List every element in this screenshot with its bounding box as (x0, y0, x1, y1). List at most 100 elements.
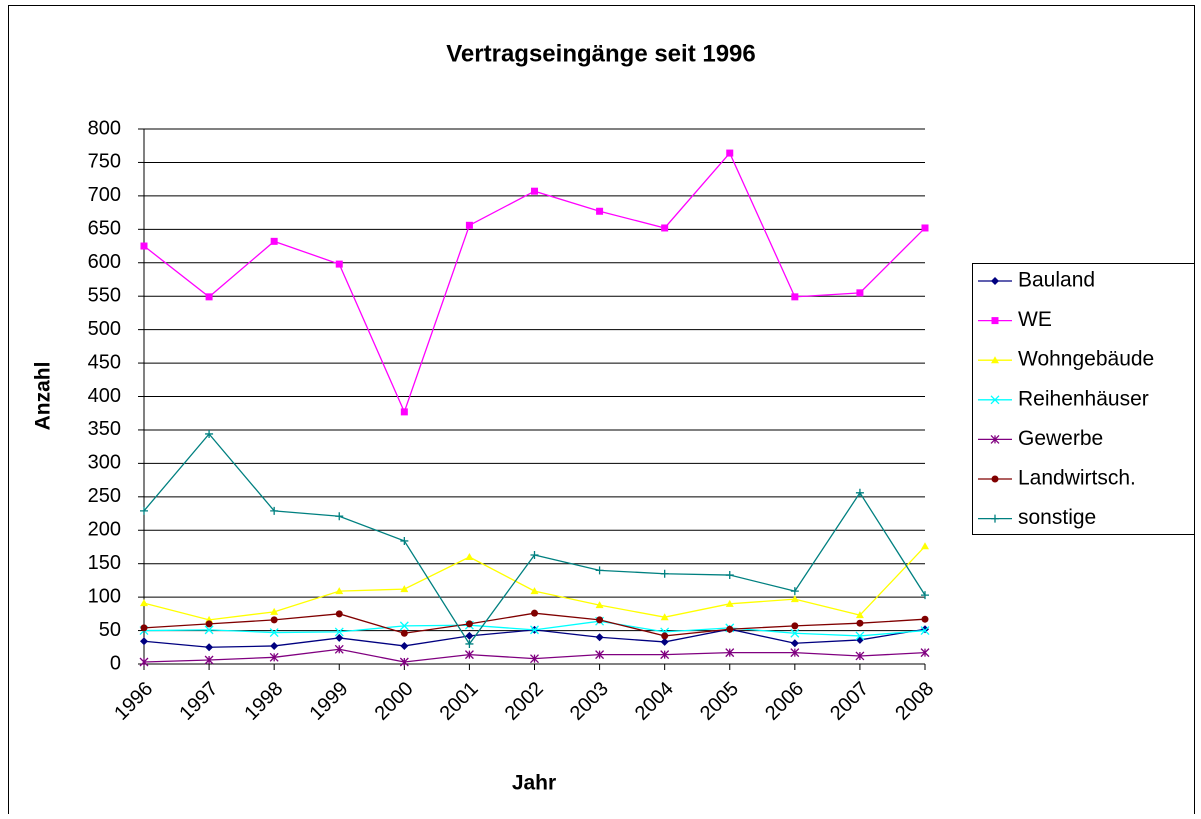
data-point (465, 631, 474, 640)
y-tick-label: 50 (99, 619, 121, 641)
data-point (856, 289, 864, 297)
data-point (921, 591, 929, 600)
legend-label: Wohngebäude (1018, 348, 1154, 371)
data-point (726, 149, 734, 157)
data-point (205, 643, 214, 652)
y-tick-label: 250 (88, 485, 121, 507)
legend-label: WE (1018, 308, 1052, 331)
data-point (140, 637, 148, 646)
data-point (790, 639, 799, 648)
legend-marker (990, 434, 1000, 444)
data-point (921, 615, 929, 623)
data-point (660, 569, 669, 578)
y-tick-label: 0 (110, 652, 121, 674)
data-point (790, 648, 800, 658)
data-point (856, 619, 864, 627)
data-point (334, 627, 344, 637)
data-point (140, 624, 148, 632)
data-point (530, 550, 539, 559)
legend-label: Gewerbe (1018, 427, 1103, 450)
data-point (530, 587, 539, 595)
data-point (465, 620, 473, 628)
legend-label: sonstige (1018, 506, 1096, 529)
data-point (790, 628, 800, 638)
legend-marker (991, 317, 999, 325)
data-point (465, 639, 474, 648)
y-tick-label: 100 (88, 585, 121, 607)
data-point (465, 553, 474, 560)
data-point (269, 628, 279, 638)
data-point (269, 652, 279, 662)
data-point (725, 599, 734, 607)
y-tick-label: 200 (88, 519, 121, 541)
data-point (205, 429, 214, 438)
data-point (660, 650, 670, 660)
legend-box (972, 263, 1195, 535)
y-tick-label: 150 (88, 552, 121, 574)
data-point (464, 650, 474, 660)
data-point (595, 633, 604, 642)
y-tick-label: 800 (88, 117, 121, 139)
data-point (661, 632, 669, 640)
data-point (335, 633, 344, 642)
data-point (530, 654, 539, 664)
data-point (531, 187, 538, 195)
legend-marker (991, 277, 999, 285)
data-point (595, 566, 604, 575)
data-point (790, 587, 799, 596)
y-tick-label: 500 (88, 318, 121, 340)
data-point (270, 641, 279, 650)
data-point (400, 536, 409, 545)
y-axis-label: Anzahl (32, 362, 55, 431)
data-point (205, 293, 213, 301)
data-point (140, 242, 148, 250)
data-point (725, 571, 734, 580)
legend-label: Bauland (1018, 269, 1095, 292)
data-point (660, 613, 669, 621)
legend-label: Reihenhäuser (1018, 387, 1149, 410)
data-point (790, 595, 799, 603)
legend-marker (991, 514, 999, 523)
y-tick-label: 700 (88, 184, 121, 206)
y-tick-label: 600 (88, 251, 121, 273)
data-point (855, 651, 865, 661)
data-point (270, 616, 278, 624)
data-point (530, 625, 539, 635)
data-point (855, 631, 865, 641)
data-point (921, 542, 929, 550)
legend-marker (991, 475, 999, 483)
data-point (855, 611, 864, 619)
data-point (335, 610, 343, 618)
data-point (140, 506, 148, 515)
y-tick-label: 450 (88, 351, 121, 373)
data-point (725, 648, 735, 658)
data-point (204, 625, 214, 635)
legend-marker (990, 395, 1000, 405)
data-point (139, 657, 149, 667)
y-tick-label: 750 (88, 151, 121, 173)
data-point (399, 621, 409, 631)
data-point (270, 237, 278, 245)
data-point (400, 585, 409, 593)
legend-label: Landwirtsch. (1018, 467, 1136, 490)
data-point (400, 641, 409, 650)
data-point (596, 616, 604, 624)
data-point (140, 599, 148, 607)
data-point (335, 587, 344, 595)
y-tick-label: 300 (88, 452, 121, 474)
data-point (335, 260, 343, 268)
data-point (400, 629, 408, 637)
data-point (595, 601, 604, 609)
data-point (791, 622, 799, 630)
data-point (855, 488, 864, 497)
data-point (920, 626, 930, 636)
data-point (270, 506, 279, 515)
data-point (661, 224, 669, 232)
legend-marker (991, 356, 999, 364)
data-point (205, 620, 213, 628)
chart-title: Vertragseingänge seit 1996 (446, 40, 756, 67)
data-point (791, 293, 799, 301)
data-point (920, 648, 930, 658)
